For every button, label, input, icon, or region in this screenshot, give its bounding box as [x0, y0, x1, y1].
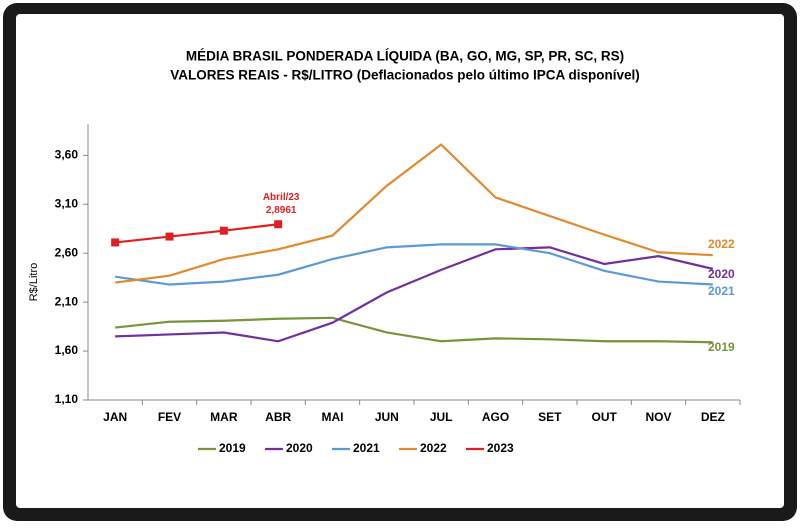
legend-label: 2022 — [420, 441, 447, 455]
x-tick-label: DEZ — [701, 410, 725, 424]
x-tick-label: JUN — [375, 410, 399, 424]
y-tick-label: 3,10 — [55, 196, 79, 210]
x-tick-label: MAI — [322, 410, 344, 424]
series-line — [115, 223, 279, 244]
end-label: 2021 — [708, 284, 735, 298]
marker — [165, 232, 174, 241]
marker — [111, 238, 120, 247]
end-label: 2020 — [708, 267, 735, 281]
series-line — [115, 143, 713, 284]
legend-label: 2020 — [286, 441, 313, 455]
annotation: Abril/23 — [263, 192, 300, 203]
marker — [219, 226, 228, 235]
legend-label: 2023 — [487, 441, 514, 455]
series-line — [115, 246, 714, 343]
chart-area — [16, 14, 784, 508]
series-line — [115, 243, 713, 286]
y-axis-label: R$/Litro — [28, 263, 40, 302]
legend-label: 2019 — [219, 441, 246, 455]
data-label: 2,8961 — [266, 205, 297, 216]
end-label: 2022 — [708, 237, 735, 251]
x-tick-label: NOV — [645, 410, 671, 424]
x-tick-label: AGO — [482, 410, 509, 424]
y-tick-label: 2,10 — [55, 294, 79, 308]
end-label: 2019 — [708, 340, 735, 354]
x-tick-label: MAR — [210, 410, 238, 424]
chart-title: MÉDIA BRASIL PONDERADA LÍQUIDA (BA, GO, … — [186, 49, 624, 64]
x-tick-label: SET — [538, 410, 562, 424]
y-tick-label: 1,10 — [55, 392, 79, 406]
marker — [274, 220, 283, 229]
chart-subtitle: VALORES REAIS - R$/LITRO (Deflacionados … — [170, 68, 640, 83]
x-tick-label: JAN — [103, 410, 127, 424]
x-tick-label: FEV — [158, 410, 181, 424]
series-line — [115, 316, 713, 344]
x-tick-label: ABR — [265, 410, 291, 424]
y-tick-label: 2,60 — [55, 245, 79, 259]
legend-label: 2021 — [353, 441, 380, 455]
y-tick-label: 1,60 — [55, 343, 79, 357]
x-tick-label: JUL — [430, 410, 453, 424]
y-tick-label: 3,60 — [55, 148, 79, 162]
x-tick-label: OUT — [591, 410, 617, 424]
